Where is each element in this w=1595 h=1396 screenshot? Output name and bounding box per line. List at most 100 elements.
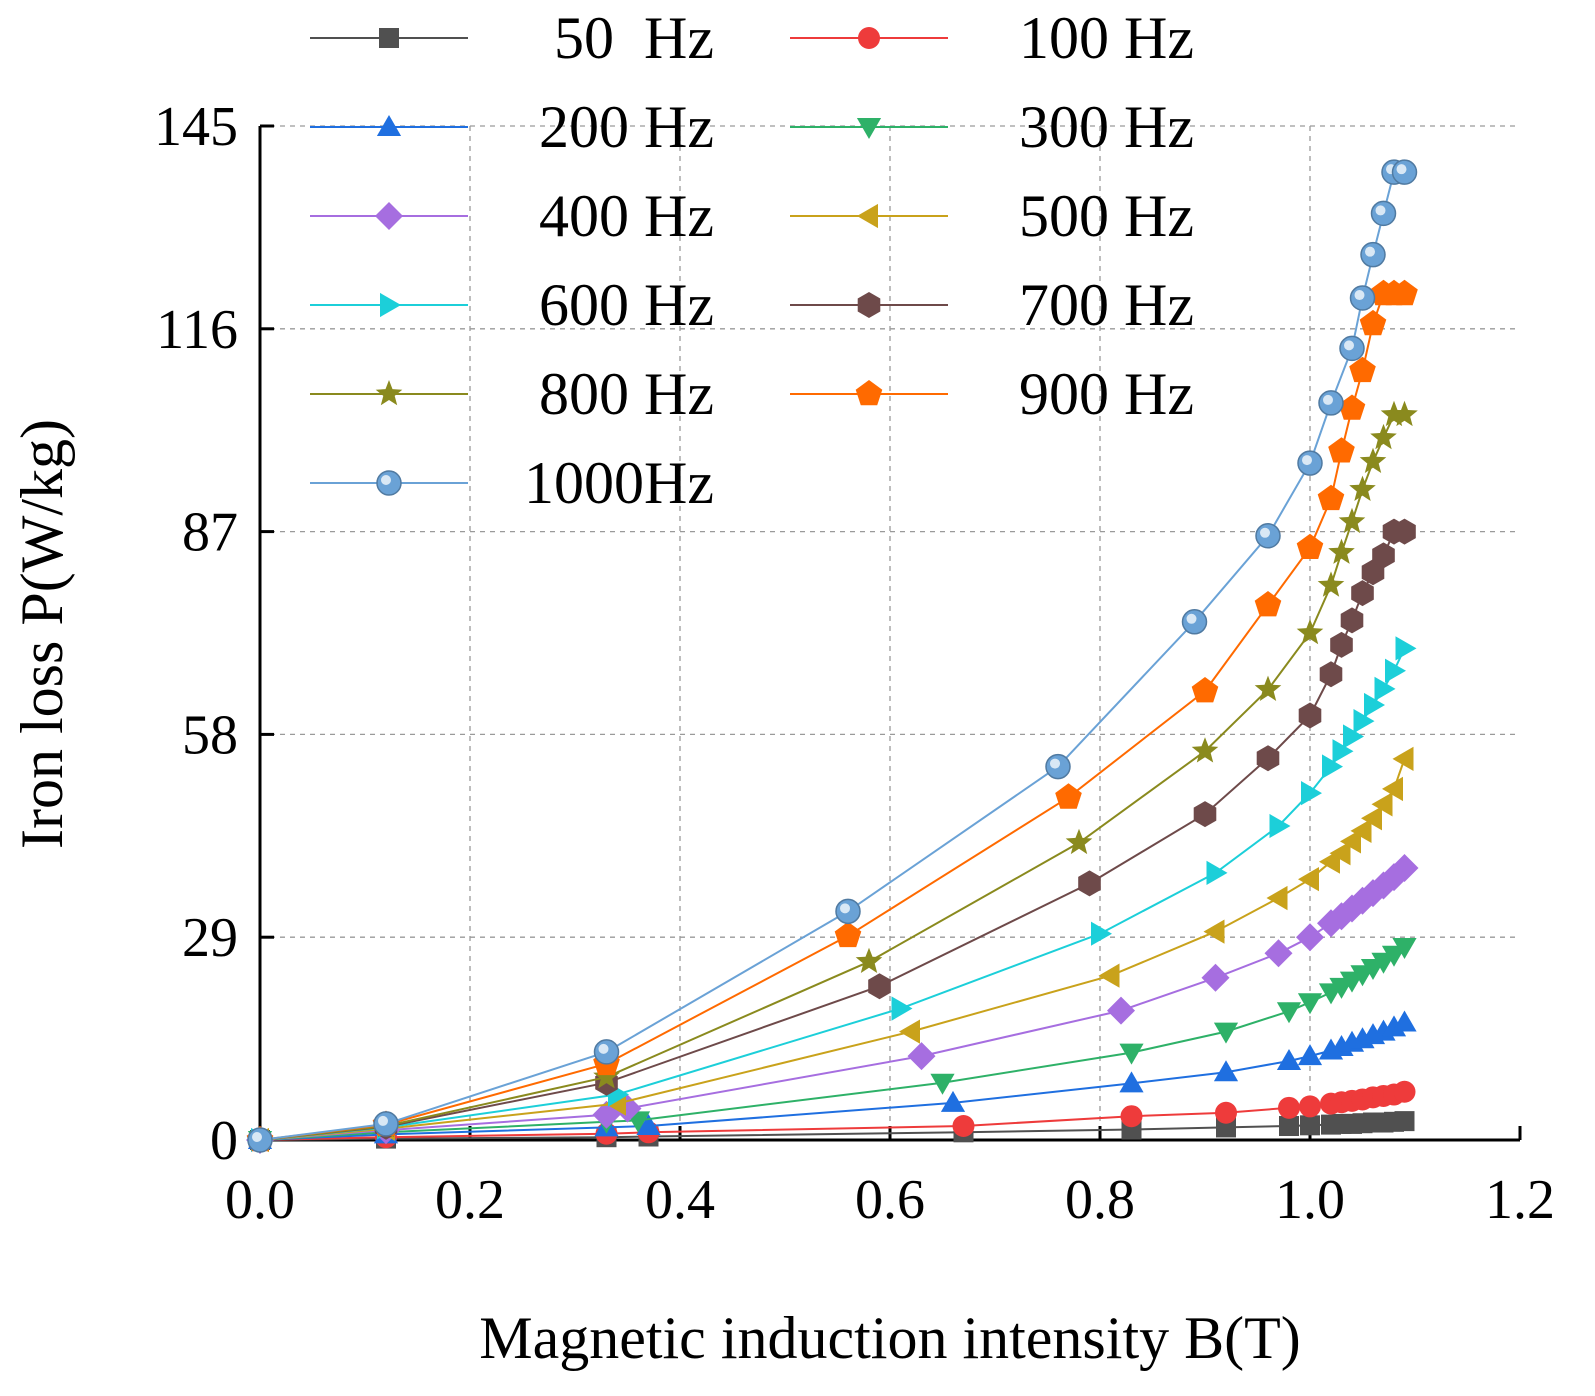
data-point-highlight [1186,613,1197,624]
y-tick-label: 29 [182,907,238,969]
data-point-highlight [1050,758,1060,769]
data-point [1065,828,1093,855]
series-line [259,758,1406,1141]
data-point [593,1063,620,1089]
data-point [1392,1010,1417,1032]
data-point [1361,559,1385,586]
data-point [1296,619,1324,645]
series-500hz [248,746,1414,1153]
data-point [1269,813,1291,839]
data-point [1349,356,1376,383]
y-tick-label: 58 [182,704,238,766]
legend-item: 100 Hz [790,5,1194,71]
x-tick-label: 0.6 [855,1169,925,1231]
data-point [834,921,862,948]
legend-swatch-marker [379,28,399,48]
legend-swatch-marker [380,292,401,318]
legend-label: 500 Hz [1019,183,1194,249]
legend-swatch-marker [856,118,882,139]
data-point [1297,1044,1323,1066]
series-line [259,530,1405,1141]
data-point [1338,394,1366,420]
data-point [1340,829,1361,854]
data-point [1338,507,1366,534]
data-point [1343,724,1364,749]
legend-item: 800 Hz [310,361,714,427]
data-point [1296,533,1324,559]
legend-item: 400 Hz [310,183,714,249]
series-700hz [248,518,1416,1153]
data-point [1119,1043,1144,1065]
legend-label: 300 Hz [1019,94,1194,160]
data-point [1279,1116,1299,1137]
legend-label: 600 Hz [539,272,714,338]
data-point [1393,518,1416,545]
legend-item: 200 Hz [310,94,714,160]
data-point [1364,692,1385,718]
data-point [1382,776,1403,802]
data-point [1120,1105,1143,1128]
legend-label: 100 Hz [1019,5,1194,71]
legend-item: 600 Hz [310,272,714,338]
axes: 0.0 0.2 0.4 0.6 0.8 1.0 1.2 0 29 58 87 116 145 [154,96,1555,1231]
data-point [1322,754,1343,779]
series-600hz [251,636,1417,1153]
data-point [1332,739,1354,764]
data-point-highlight [1260,527,1270,538]
data-point [1215,1101,1237,1124]
x-tick-label: 1.0 [1275,1169,1345,1231]
data-point [1276,1002,1302,1024]
data-point [1392,746,1414,771]
data-point-highlight [1365,246,1375,257]
data-point [1328,538,1355,564]
legend-swatch-marker [857,203,878,229]
y-tick-label: 0 [210,1110,238,1172]
data-point [1203,919,1225,944]
x-tick-label: 1.2 [1485,1169,1555,1231]
data-point-highlight [1323,394,1333,405]
data-point [1297,993,1323,1015]
legend: 50 Hz 100 Hz 200 Hz 300 Hz 400 Hz 500 Hz 600 H… [310,5,1194,516]
data-point [1119,1071,1144,1093]
legend-label: 50 Hz [554,5,714,71]
data-point [1098,963,1120,988]
series-800hz [246,400,1418,1152]
legend-swatch-marker [855,380,883,406]
data-point [868,973,891,1000]
legend-item: 300 Hz [790,94,1194,160]
x-axis-title: Magnetic induction intensity B(T) [479,1305,1301,1371]
data-point [1296,923,1324,952]
data-point [1349,475,1376,501]
legend-item: 50 Hz [310,5,714,71]
legend-swatch-marker [376,115,402,136]
data-point [940,1090,966,1112]
legend-swatch-marker [858,27,880,49]
data-point [1107,996,1135,1025]
data-point [1391,279,1418,306]
data-point [1213,1022,1239,1044]
data-point [1078,870,1101,897]
data-point [1374,676,1396,702]
data-point-highlight [1396,164,1407,175]
data-point [1380,400,1408,427]
data-point-highlight [840,903,850,914]
data-point [1350,818,1372,843]
legend-label: 700 Hz [1019,272,1194,338]
data-point [1299,1095,1321,1118]
data-point [1353,709,1375,734]
data-point [1276,1049,1302,1070]
data-point [907,1042,936,1071]
legend-label: 1000Hz [524,450,714,516]
data-point [1395,636,1417,661]
legend-item: 700 Hz [790,272,1194,338]
data-point [1340,607,1364,634]
data-point [855,947,883,973]
data-point-highlight [252,1132,262,1142]
legend-label: 800 Hz [539,361,714,427]
data-point [1393,1080,1416,1103]
data-point [1361,806,1382,831]
data-point [1359,447,1387,473]
data-point [1394,1111,1415,1132]
data-point [930,1073,955,1095]
